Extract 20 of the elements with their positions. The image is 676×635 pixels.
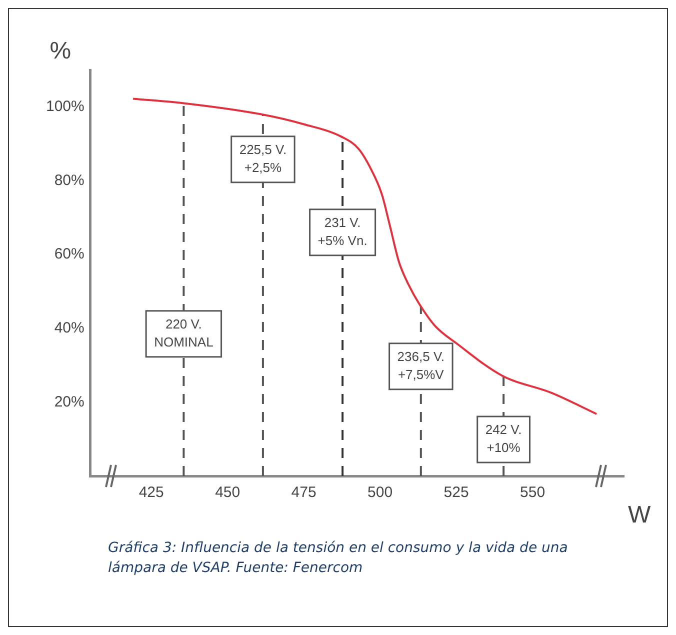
ref-line-label: 242 V. +10% [485, 422, 522, 456]
x-tick-label: 525 [444, 484, 469, 502]
x-tick-label: 500 [368, 484, 393, 502]
x-tick-label: 550 [520, 484, 546, 502]
x-tick-label: 425 [138, 484, 164, 502]
y-tick-label: 80% [54, 172, 84, 189]
ref-line-label: 225,5 V. +2,5% [239, 142, 287, 175]
x-tick-label: 450 [215, 484, 240, 502]
ref-line-label: 236,5 V. +7,5%V [397, 348, 445, 382]
y-tick-label: 20% [54, 393, 84, 410]
text: Gráfica 3: Influencia de la tensión en el consumo y la vida de una lámpara de VSAP. Fuente: Fenercom [108, 539, 569, 578]
ref-line-label: 220 V. NOMINAL [154, 316, 214, 350]
y-axis-title: % [50, 38, 72, 65]
y-tick-label: 60% [54, 246, 84, 263]
y-tick-label: 100% [46, 98, 84, 116]
x-axis-title: W [628, 502, 651, 529]
line-series [132, 98, 598, 415]
x-tick-label: 475 [291, 484, 316, 502]
y-tick-label: 40% [54, 320, 84, 337]
ref-line-label: 231 V. +5% Vn. [318, 214, 368, 248]
